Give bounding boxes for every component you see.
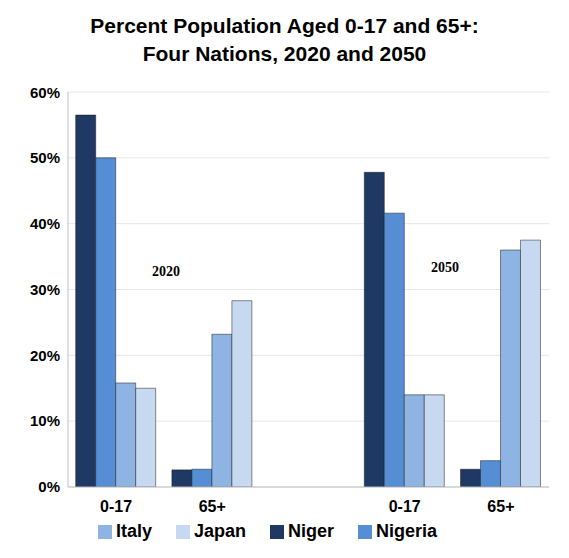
svg-text:30%: 30% [30, 281, 60, 298]
html-text:Four Nations, 2020 and 2050: Four Nations, 2020 and 2050 [142, 42, 427, 65]
html-text:2020: 2020 [152, 264, 180, 279]
html-text:Japan: Japan [194, 521, 246, 541]
svg-text:65+: 65+ [199, 498, 226, 515]
svg-text:65+: 65+ [487, 498, 514, 515]
svg-text:0-17: 0-17 [100, 498, 132, 515]
html-text:2050: 2050 [431, 260, 459, 275]
html-text:Niger: Niger [288, 521, 334, 541]
svg-text:60%: 60% [30, 84, 60, 101]
html-text:Nigeria: Nigeria [376, 521, 437, 541]
html-text:Italy: Italy [115, 521, 152, 541]
svg-text:20%: 20% [30, 347, 60, 364]
svg-text:0%: 0% [38, 478, 60, 495]
svg-text:50%: 50% [30, 149, 60, 166]
html-text:Percent Population Aged 0-17 a: Percent Population Aged 0-17 and 65+: [90, 14, 479, 37]
svg-text:0-17: 0-17 [389, 498, 421, 515]
svg-text:40%: 40% [30, 215, 60, 232]
svg-text:10%: 10% [30, 412, 60, 429]
